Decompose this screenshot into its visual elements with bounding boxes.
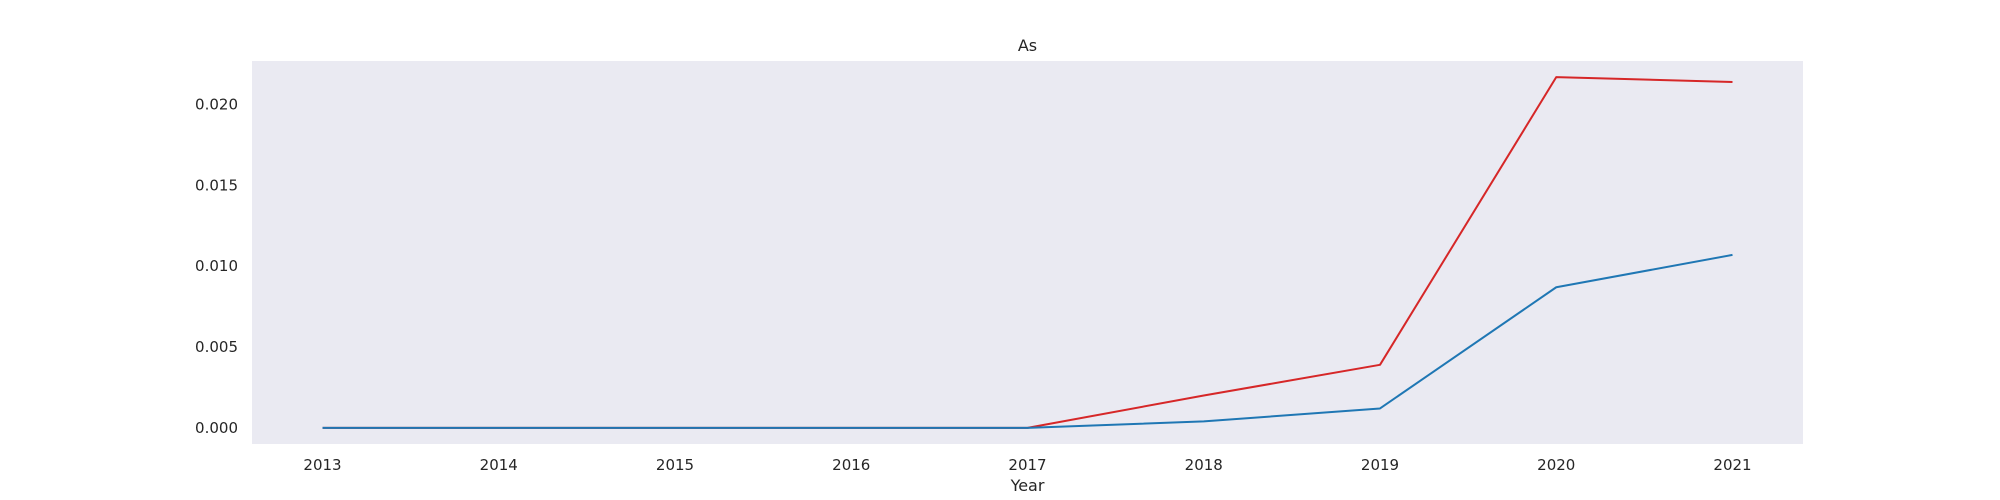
y-tick-labels: 0.000 0.005 0.010 0.015 0.020 [195,96,238,437]
x-tick-label: 2016 [832,456,870,474]
y-tick-label: 0.010 [195,257,238,275]
chart-title: As [1018,36,1037,55]
y-tick-label: 0.020 [195,96,238,114]
x-axis-title: Year [1010,476,1045,495]
x-tick-label: 2015 [656,456,694,474]
x-tick-label: 2013 [303,456,341,474]
series-layer [322,76,1733,429]
x-tick-label: 2014 [480,456,518,474]
x-tick-label: 2017 [1008,456,1046,474]
x-tick-label: 2021 [1713,456,1751,474]
plot-area [252,61,1803,444]
y-tick-label: 0.005 [195,338,238,356]
y-tick-label: 0.000 [195,419,238,437]
x-tick-label: 2018 [1185,456,1223,474]
x-tick-label: 2020 [1537,456,1575,474]
x-tick-labels: 2013 2014 2015 2016 2017 2018 2019 2020 2021 [303,456,1751,474]
series-line-2 [322,253,1733,429]
y-tick-label: 0.015 [195,176,238,194]
x-tick-label: 2019 [1361,456,1399,474]
